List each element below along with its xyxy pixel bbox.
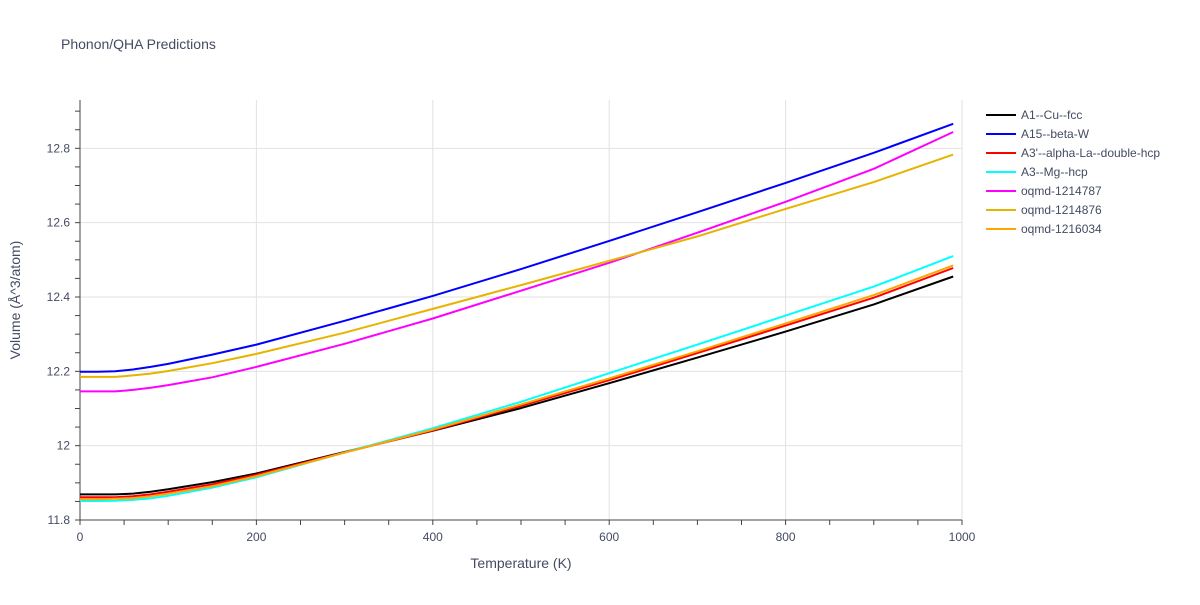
y-tick-label: 11.8: [48, 513, 71, 527]
series-line: [80, 267, 954, 499]
x-tick-label: 800: [776, 530, 796, 544]
legend-label: A3--Mg--hcp: [1021, 165, 1088, 179]
x-tick-label: 0: [77, 530, 84, 544]
legend-label: oqmd-1216034: [1021, 222, 1102, 236]
y-tick-label: 12.2: [47, 364, 71, 378]
legend-item[interactable]: A3--Mg--hcp: [986, 165, 1088, 179]
x-tick-label: 200: [246, 530, 266, 544]
legend-label: A15--beta-W: [1021, 127, 1090, 141]
legend-item[interactable]: A15--beta-W: [986, 127, 1090, 141]
series-lines: [80, 122, 954, 502]
legend-item[interactable]: A1--Cu--fcc: [986, 108, 1082, 122]
legend-item[interactable]: oqmd-1214876: [986, 203, 1102, 217]
series-line: [80, 122, 954, 373]
legend-label: oqmd-1214876: [1021, 203, 1102, 217]
y-tick-label: 12: [57, 439, 71, 453]
x-axis-title: Temperature (K): [470, 555, 571, 571]
y-tick-label: 12.8: [47, 141, 71, 155]
y-tick-label: 12.6: [47, 216, 71, 230]
legend: A1--Cu--fcc A15--beta-W A3'--alpha-La--dou…: [986, 108, 1160, 236]
x-tick-label: 1000: [949, 530, 976, 544]
y-tick-label: 12.4: [47, 290, 71, 304]
x-tick-labels: 0 200 400 600 800 1000: [77, 530, 976, 544]
legend-item[interactable]: A3'--alpha-La--double-hcp: [986, 146, 1160, 160]
legend-label: A3'--alpha-La--double-hcp: [1021, 146, 1160, 160]
legend-item[interactable]: oqmd-1216034: [986, 222, 1102, 236]
y-tick-labels: 11.8 12 12.2 12.4 12.6 12.8: [47, 141, 71, 527]
series-line: [80, 153, 954, 378]
x-tick-label: 600: [599, 530, 619, 544]
x-tick-label: 400: [423, 530, 443, 544]
y-axis-title: Volume (Å^3/atom): [7, 241, 23, 360]
series-line: [80, 131, 954, 393]
legend-item[interactable]: oqmd-1214787: [986, 184, 1102, 198]
series-line: [80, 264, 954, 501]
chart-title: Phonon/QHA Predictions: [61, 36, 216, 52]
axes: [75, 100, 963, 525]
legend-label: A1--Cu--fcc: [1021, 108, 1082, 122]
legend-label: oqmd-1214787: [1021, 184, 1102, 198]
series-line: [80, 275, 954, 496]
